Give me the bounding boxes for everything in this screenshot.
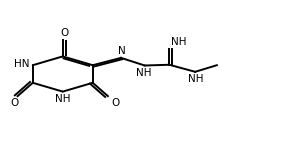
Text: N: N [118, 46, 126, 56]
Text: NH: NH [136, 68, 152, 78]
Text: NH: NH [171, 37, 186, 48]
Text: O: O [111, 98, 119, 108]
Text: O: O [11, 98, 19, 108]
Text: O: O [60, 28, 69, 38]
Text: HN: HN [14, 59, 30, 69]
Text: NH: NH [188, 74, 204, 85]
Text: NH: NH [55, 94, 70, 104]
